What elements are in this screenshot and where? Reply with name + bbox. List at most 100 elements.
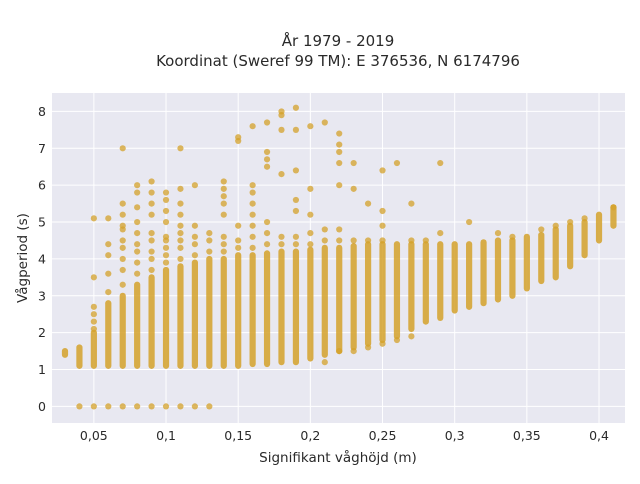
chart-subtitle: Koordinat (Sweref 99 TM): E 376536, N 61…	[156, 52, 520, 70]
x-tick-label: 0,3	[445, 428, 465, 443]
data-point	[437, 159, 444, 167]
data-point	[466, 218, 473, 226]
data-point	[119, 281, 126, 288]
data-point	[191, 403, 198, 410]
data-point	[249, 200, 256, 207]
data-point	[148, 230, 155, 237]
data-point	[105, 289, 112, 296]
data-point	[206, 237, 213, 244]
data-point	[90, 318, 97, 325]
data-point	[408, 200, 415, 207]
data-band	[263, 250, 271, 368]
x-tick-label: 0,35	[513, 428, 541, 443]
data-point	[364, 344, 372, 351]
data-point	[134, 230, 141, 237]
data-point	[350, 185, 357, 192]
data-point	[235, 222, 242, 229]
data-point	[148, 255, 155, 263]
data-point	[350, 348, 357, 355]
data-band	[350, 242, 357, 351]
data-point	[321, 359, 328, 366]
data-point	[191, 222, 198, 229]
data-point	[148, 189, 155, 196]
data-band	[235, 252, 242, 369]
data-point	[220, 193, 227, 200]
data-point	[437, 230, 444, 237]
data-point	[206, 230, 213, 237]
data-band	[422, 241, 429, 325]
data-point	[177, 145, 184, 152]
data-point	[321, 226, 328, 233]
data-point	[292, 207, 300, 215]
data-band	[379, 241, 386, 344]
data-point	[148, 178, 155, 185]
data-band	[162, 266, 170, 369]
data-point	[249, 189, 256, 196]
data-point	[119, 255, 126, 263]
y-tick-label: 5	[38, 215, 46, 230]
data-band	[105, 300, 112, 369]
data-point	[177, 244, 184, 251]
data-point	[278, 126, 285, 133]
data-point	[292, 104, 300, 111]
data-point	[336, 182, 343, 189]
data-band	[538, 231, 545, 285]
y-tick-label: 0	[38, 399, 46, 414]
data-point	[350, 159, 357, 167]
x-tick-label: 0,15	[224, 428, 252, 443]
data-point	[177, 185, 184, 192]
data-point	[610, 204, 617, 211]
data-point	[119, 145, 126, 152]
data-point	[379, 207, 386, 215]
data-point	[220, 178, 227, 185]
data-point	[249, 222, 256, 229]
data-band	[408, 241, 415, 333]
data-point	[278, 233, 285, 240]
data-point	[538, 226, 545, 233]
data-point	[321, 237, 328, 244]
data-point	[292, 196, 300, 204]
data-band	[523, 233, 530, 292]
data-point	[336, 130, 343, 137]
data-point	[494, 230, 502, 237]
x-tick-label: 0,25	[369, 428, 397, 443]
data-point	[90, 311, 97, 318]
data-point	[134, 241, 141, 248]
data-point	[134, 218, 141, 226]
data-point	[162, 189, 170, 196]
data-point	[581, 215, 588, 222]
y-tick-label: 4	[38, 251, 46, 266]
data-point	[148, 211, 155, 218]
x-tick-label: 0,1	[156, 428, 176, 443]
data-point	[307, 185, 314, 192]
data-point	[119, 244, 126, 251]
data-point	[105, 270, 112, 277]
data-band	[494, 237, 502, 303]
data-band	[595, 211, 603, 244]
y-tick-labels: 0 1 2 3 4 5 6 7 8	[38, 104, 46, 414]
data-point	[278, 171, 285, 178]
data-point	[292, 233, 300, 240]
x-tick-label: 0,05	[80, 428, 108, 443]
data-point	[235, 244, 242, 251]
data-point	[177, 403, 184, 410]
data-band	[278, 248, 285, 366]
y-tick-label: 3	[38, 288, 46, 303]
data-point	[249, 233, 256, 240]
data-point	[278, 241, 285, 248]
y-tick-label: 8	[38, 104, 46, 119]
data-point	[263, 241, 271, 248]
data-point	[162, 244, 170, 251]
data-point	[220, 185, 227, 192]
data-point	[235, 134, 242, 141]
data-point	[567, 218, 574, 226]
data-band	[451, 241, 458, 314]
data-point	[134, 248, 141, 255]
data-point	[177, 255, 184, 263]
data-point	[119, 237, 126, 244]
y-tick-label: 1	[38, 362, 46, 377]
data-band	[61, 348, 69, 358]
data-band	[466, 241, 473, 310]
